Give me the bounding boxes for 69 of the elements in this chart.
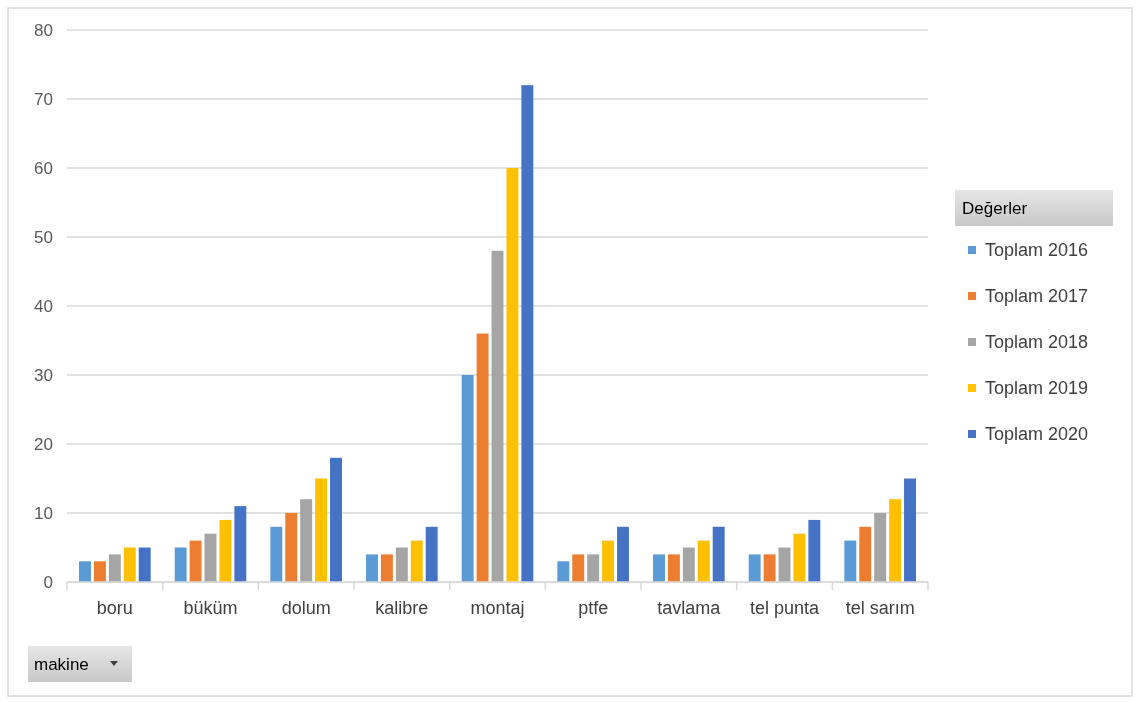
bar <box>844 540 857 582</box>
legend-label: Toplam 2017 <box>985 286 1089 307</box>
bar <box>315 478 328 582</box>
bar <box>380 554 393 582</box>
bar <box>808 519 821 582</box>
bar <box>617 526 629 582</box>
bar <box>461 375 474 582</box>
legend-label: Toplam 2016 <box>985 240 1089 261</box>
bar <box>123 547 136 582</box>
bar <box>410 540 423 582</box>
legend-label: Toplam 2020 <box>985 424 1089 445</box>
bar <box>395 547 408 582</box>
bar <box>793 533 806 582</box>
bar <box>572 554 585 582</box>
x-tick-label: dolum <box>281 598 331 618</box>
bar <box>285 513 298 582</box>
x-tick-label: ptfe <box>578 598 609 618</box>
bar <box>712 526 725 582</box>
bar <box>904 478 916 582</box>
bar <box>108 554 121 582</box>
bar <box>491 250 504 582</box>
bar <box>270 526 283 582</box>
bar <box>874 513 887 582</box>
y-tick-label: 50 <box>34 227 53 247</box>
bar <box>859 526 872 582</box>
bar <box>204 533 217 582</box>
bar <box>682 547 695 582</box>
bar <box>889 499 902 582</box>
bar <box>521 85 534 582</box>
bar <box>189 540 202 582</box>
y-tick-label: 70 <box>34 89 53 109</box>
bar <box>219 519 232 582</box>
bar <box>425 526 438 582</box>
bar <box>748 554 761 582</box>
legend-label: Toplam 2019 <box>985 378 1089 399</box>
bar <box>138 547 151 582</box>
y-tick-label: 30 <box>34 365 53 385</box>
x-tick-label: büküm <box>183 598 238 618</box>
y-tick-label: 0 <box>43 572 53 592</box>
y-tick-label: 20 <box>34 434 53 454</box>
bar <box>174 547 187 582</box>
bar <box>234 506 247 582</box>
x-tick-label: tavlama <box>657 598 722 618</box>
x-tick-label: tel punta <box>749 598 821 618</box>
bar <box>697 540 710 582</box>
bar <box>763 554 776 582</box>
x-tick-label: montaj <box>470 598 525 618</box>
bar <box>587 554 600 582</box>
y-tick-label: 60 <box>34 158 53 178</box>
bar <box>330 457 342 582</box>
bar <box>79 561 91 582</box>
bar <box>667 554 680 582</box>
bar <box>366 554 378 582</box>
bar <box>476 333 489 582</box>
y-tick-label: 40 <box>34 296 53 316</box>
legend-title: Değerler <box>962 198 1028 218</box>
bar <box>506 168 519 582</box>
x-tick-label: tel sarım <box>845 598 915 618</box>
legend-label: Toplam 2018 <box>985 332 1089 353</box>
bar <box>602 540 615 582</box>
y-tick-label: 80 <box>34 20 53 40</box>
y-tick-label: 10 <box>34 503 53 523</box>
x-tick-label: kalibre <box>375 598 429 618</box>
bar <box>653 554 665 582</box>
bar <box>300 499 313 582</box>
bar <box>93 561 106 582</box>
text: makine <box>34 654 89 674</box>
bar <box>557 561 570 582</box>
x-tick-label: boru <box>96 598 133 618</box>
